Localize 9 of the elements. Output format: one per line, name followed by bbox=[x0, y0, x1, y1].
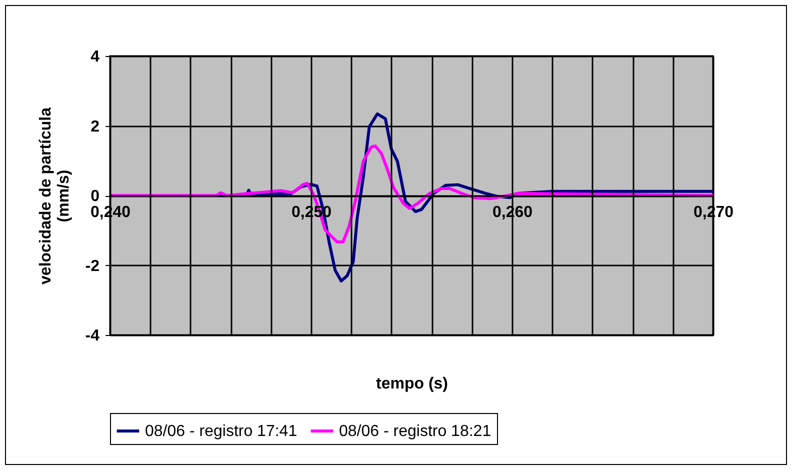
y-axis-title: velocidade de partícula (mm/s) bbox=[37, 107, 72, 284]
y-tick-label: 2 bbox=[90, 118, 100, 136]
y-tick-label: 4 bbox=[90, 48, 100, 66]
legend-label: 08/06 - registro 18:21 bbox=[339, 423, 492, 440]
y-tick-label: -2 bbox=[85, 258, 100, 275]
legend-label: 08/06 - registro 17:41 bbox=[145, 423, 298, 440]
y-tick-label: 0 bbox=[90, 188, 100, 205]
y-tick-label: -4 bbox=[85, 328, 100, 344]
x-axis-title: tempo (s) bbox=[376, 376, 448, 392]
